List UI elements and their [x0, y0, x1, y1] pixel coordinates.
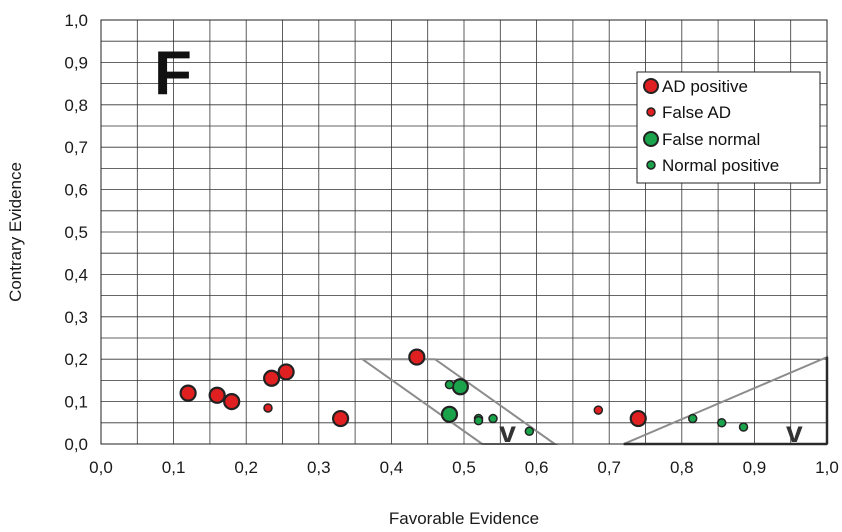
point-normal-positive — [689, 415, 697, 423]
legend-marker-ad-positive — [644, 79, 658, 93]
point-ad-positive — [210, 388, 225, 403]
y-tick-label: 0,1 — [64, 393, 88, 412]
point-normal-positive — [718, 419, 726, 427]
point-ad-positive — [409, 350, 424, 365]
point-normal-positive — [489, 415, 497, 423]
x-tick-label: 0,8 — [670, 458, 694, 477]
x-tick-label: 0,5 — [452, 458, 476, 477]
legend-marker-false-normal — [644, 132, 658, 146]
y-tick-label: 0,4 — [64, 265, 88, 284]
y-tick-label: 0,8 — [64, 96, 88, 115]
point-false-ad — [594, 406, 602, 414]
legend: AD positive False AD False normal Normal… — [637, 72, 820, 183]
y-tick-label: 1,0 — [64, 11, 88, 30]
point-ad-positive — [279, 364, 294, 379]
legend-label-ad-positive: AD positive — [662, 77, 748, 96]
legend-marker-false-ad — [647, 108, 655, 116]
x-axis-title: Favorable Evidence — [389, 509, 539, 528]
y-tick-label: 0,7 — [64, 138, 88, 157]
point-ad-positive — [333, 411, 348, 426]
x-tick-label: 0,3 — [307, 458, 331, 477]
x-tick-label: 0,4 — [380, 458, 404, 477]
legend-label-normal-positive: Normal positive — [662, 156, 779, 175]
point-false-normal — [442, 407, 457, 422]
panel-label: F — [154, 39, 192, 108]
x-tick-labels: 0,0 0,1 0,2 0,3 0,4 0,5 0,6 0,7 0,8 0,9 1,0 — [89, 458, 839, 477]
legend-marker-normal-positive — [647, 161, 655, 169]
point-false-ad — [264, 404, 272, 412]
point-ad-positive — [264, 371, 279, 386]
point-false-normal — [453, 379, 468, 394]
y-tick-label: 0,3 — [64, 308, 88, 327]
point-normal-positive — [525, 427, 533, 435]
y-tick-label: 0,9 — [64, 53, 88, 72]
x-tick-label: 0,1 — [162, 458, 186, 477]
point-ad-positive — [181, 386, 196, 401]
x-tick-label: 0,7 — [597, 458, 621, 477]
y-tick-label: 0,0 — [64, 435, 88, 454]
y-tick-label: 0,5 — [64, 223, 88, 242]
y-tick-label: 0,6 — [64, 181, 88, 200]
x-tick-label: 0,2 — [234, 458, 258, 477]
y-tick-label: 0,2 — [64, 350, 88, 369]
point-normal-positive — [445, 381, 453, 389]
point-ad-positive — [631, 411, 646, 426]
x-tick-label: 0,6 — [525, 458, 549, 477]
point-normal-positive — [740, 423, 748, 431]
legend-label-false-ad: False AD — [662, 103, 731, 122]
x-tick-label: 0,9 — [743, 458, 767, 477]
point-ad-positive — [224, 394, 239, 409]
y-tick-labels: 0,0 0,1 0,2 0,3 0,4 0,5 0,6 0,7 0,8 0,9 1,0 — [64, 11, 88, 454]
x-tick-label: 1,0 — [815, 458, 839, 477]
point-normal-positive — [475, 417, 483, 425]
y-axis-title: Contrary Evidence — [6, 162, 25, 302]
legend-label-false-normal: False normal — [662, 130, 760, 149]
x-tick-label: 0,0 — [89, 458, 113, 477]
